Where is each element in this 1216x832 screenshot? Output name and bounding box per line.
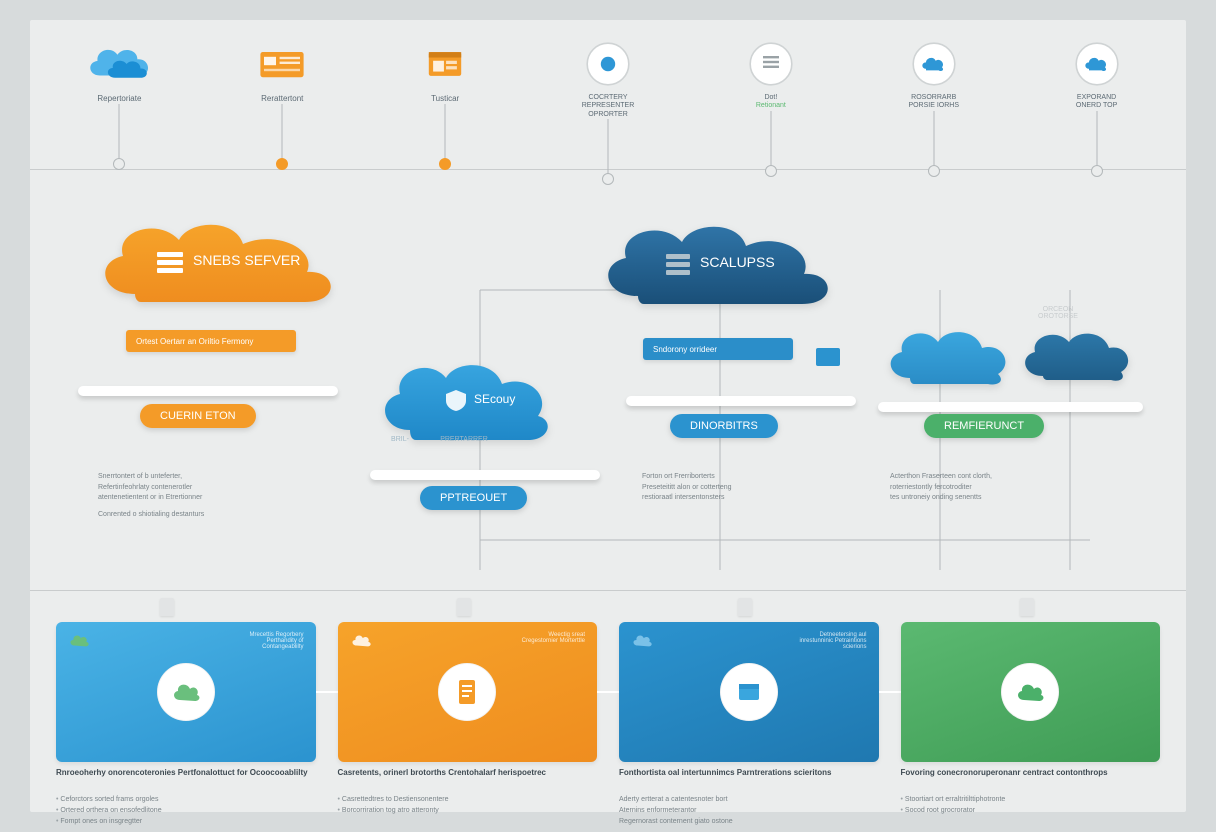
cloud-scalupss: SCALUPSS	[590, 216, 840, 310]
cloud-label: SCALUPSS	[700, 254, 775, 270]
cloud-solid-icon	[171, 681, 201, 703]
card-bullets: Aderty ertterat a catentesnoter bortAter…	[619, 794, 879, 828]
top-label: Rerattertont	[261, 94, 303, 104]
top-label: Tusticar	[431, 94, 459, 104]
pill-cuerin: CUERIN ETON	[140, 404, 256, 428]
top-item-1: Rerattertont	[201, 38, 364, 104]
mini-caption: ORCEON OROTORSE	[1028, 306, 1088, 320]
top-icon-row: Repertoriate Rerattertont Tusticar COCRT…	[30, 20, 1186, 170]
cloud-mini-icon	[631, 632, 653, 648]
card-0: Mrecettis Regorbery Perthandity of Conta…	[56, 622, 316, 762]
top-item-3: COCRTERYREPRESENTER OPRORTER	[527, 38, 690, 119]
card-circle	[1001, 663, 1059, 721]
cloud-solid-icon	[1015, 681, 1045, 703]
shelf	[626, 396, 856, 406]
top-label: EXPORANDONERD TOP	[1076, 94, 1117, 111]
card-caption: Fonthortista oal intertunnimcs Parntrera…	[619, 768, 879, 778]
cloud-right-b	[1015, 320, 1135, 385]
box-icon	[736, 681, 762, 703]
card-2: Detneetersing aul inrestunninic Petraint…	[619, 622, 879, 762]
tag-scal: Sndorony orrideer	[643, 338, 793, 360]
card-circle	[720, 663, 778, 721]
window-icon	[406, 38, 484, 90]
desc-right: Acterthon Fraserteen cont clorth,roterri…	[890, 472, 992, 504]
card-bullets: Ceforctors sorted frams orgolesOrtered o…	[56, 794, 316, 828]
top-item-0: Repertoriate	[38, 38, 201, 104]
card-caption: Casretents, orinerl brotorths Crentohala…	[338, 768, 598, 778]
card-caption: Fovoring conecronoruperonanr centract co…	[901, 768, 1161, 778]
card-bullets: Casrettedtres to DestiensonentereBorcorr…	[338, 794, 598, 816]
cloud-label: SEcouy	[474, 392, 515, 406]
middle-diagram: SNEBS SEFVER SCALUPSS SEcouy	[30, 170, 1186, 590]
top-item-4: Dot!Retionant	[689, 38, 852, 111]
tag-snebs: Ortest Oertarr an Oriltio Fermony	[126, 330, 296, 352]
target-icon	[569, 38, 647, 90]
top-label: COCRTERYREPRESENTER OPRORTER	[563, 94, 653, 119]
mini-badge	[816, 348, 840, 366]
top-label: Dot!Retionant	[756, 94, 786, 111]
card-mini-text: Detneetersing aul inrestunninic Petraint…	[797, 632, 867, 650]
card-wrap-3: Fovoring conecronoruperonanr centract co…	[901, 622, 1161, 806]
doc-list-icon	[732, 38, 810, 90]
card-3	[901, 622, 1161, 762]
card-wrap-2: Detneetersing aul inrestunninic Petraint…	[619, 622, 879, 806]
cloud-security: SEcouy	[370, 350, 555, 445]
card-wrap-0: Mrecettis Regorbery Perthandity of Conta…	[56, 622, 316, 806]
cloud-circle-icon	[1058, 38, 1136, 90]
mini-label: PRERTARRER	[434, 436, 494, 443]
pill-remfier: REMFIERUNCT	[924, 414, 1044, 438]
card-mini-text: Mrecettis Regorbery Perthandity of Conta…	[234, 632, 304, 650]
bottom-card-row: Mrecettis Regorbery Perthandity of Conta…	[30, 598, 1186, 812]
pill-pptreou: PPTREOUET	[420, 486, 527, 510]
card-circle	[157, 663, 215, 721]
cloud-mini-icon	[350, 632, 372, 648]
card-circle	[438, 663, 496, 721]
cloud-mini-icon	[68, 632, 90, 648]
desc-mid: Forton ort FrerribortertsPreseteititt al…	[642, 472, 732, 504]
top-item-5: ROSORRARBPORSIE IORHS	[852, 38, 1015, 111]
shelf	[878, 402, 1143, 412]
top-label: ROSORRARBPORSIE IORHS	[908, 94, 959, 111]
desc-left: Snerrtontert of b unteferter,Refertinfeo…	[98, 472, 204, 520]
top-item-2: Tusticar	[364, 38, 527, 104]
doc-icon	[455, 678, 479, 706]
cloud-label: SNEBS SEFVER	[193, 252, 300, 268]
shelf	[78, 386, 338, 396]
cloud-icon	[80, 38, 158, 90]
server-stack-icon	[664, 252, 692, 276]
card-caption: Rnroeoherhy onorencoteronies Pertfonalot…	[56, 768, 316, 778]
cloud-snebs: SNEBS SEFVER	[85, 212, 345, 308]
cloud-right-a	[880, 318, 1015, 388]
card-bullets: Stoortiart ort erraltritilttiphotronteSo…	[901, 794, 1161, 816]
server-stack-icon	[155, 250, 185, 276]
card-wrap-1: Weectig sreat Cregestornier Morterttle C…	[338, 622, 598, 806]
top-label: Repertoriate	[97, 94, 141, 104]
mini-label: BRIL-	[370, 436, 430, 443]
shelf	[370, 470, 600, 480]
pill-dinorb: DINORBITRS	[670, 414, 778, 438]
card-1: Weectig sreat Cregestornier Morterttle	[338, 622, 598, 762]
cloud-circle-icon	[895, 38, 973, 90]
divider	[30, 590, 1186, 591]
top-item-6: EXPORANDONERD TOP	[1015, 38, 1178, 111]
card-mini-text: Weectig sreat Cregestornier Morterttle	[515, 632, 585, 644]
id-card-icon	[243, 38, 321, 90]
shield-grid-icon	[444, 388, 468, 412]
